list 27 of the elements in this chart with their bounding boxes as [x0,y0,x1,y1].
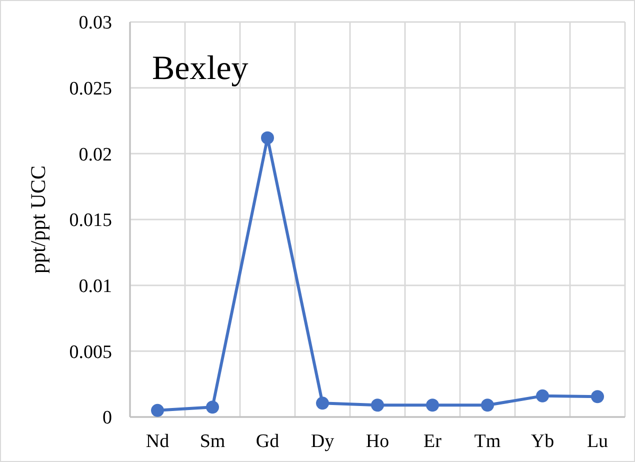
x-tick-label: Tm [474,431,501,452]
y-tick-label: 0.03 [78,12,112,34]
x-tick-label: Gd [256,431,280,452]
point [316,396,329,410]
y-tick-label: 0.025 [69,78,112,100]
y-tick-label: 0.005 [69,342,112,363]
y-tick-label: 0.01 [78,276,112,297]
y-tick-label: 0.02 [78,144,112,166]
point [206,400,219,414]
x-tick-label: Sm [200,431,226,452]
x-tick-label: Dy [310,431,335,452]
point [481,398,494,412]
x-tick-label: Yb [530,431,554,452]
point [426,398,439,412]
y-tick-label: 0.015 [69,210,112,232]
x-tick-label: Er [424,431,442,452]
text: Bexley [152,50,248,87]
y-axis-title: ppt/ppt UCC [26,166,50,274]
x-tick-label: Lu [586,431,609,452]
point [591,390,604,404]
point [261,131,274,144]
point [151,404,164,417]
x-tick-label: Ho [366,431,390,452]
point [536,389,549,402]
x-tick-label: Nd [146,431,170,452]
y-tick-label: 0 [102,408,112,429]
point [371,398,384,412]
